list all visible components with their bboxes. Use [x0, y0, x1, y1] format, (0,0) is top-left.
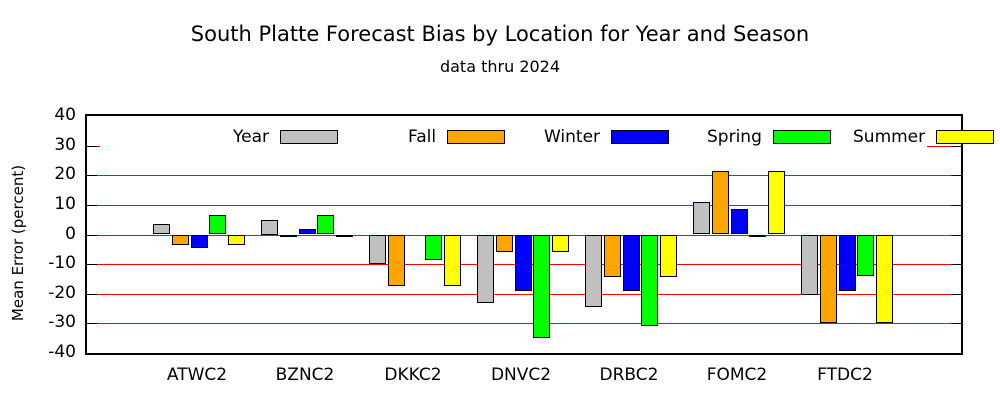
y-tick-mark: [87, 293, 97, 295]
y-tick-mark: [87, 175, 97, 177]
y-tick-mark: [951, 204, 961, 206]
plot-area: Year Fall Winter Spring Summer: [85, 114, 995, 355]
bar-summer-dnvc2: [551, 234, 569, 253]
bar-winter-fomc2: [730, 209, 748, 235]
bar-winter-ftdc2: [838, 234, 856, 291]
bar-fall-fomc2: [711, 170, 729, 235]
y-tick-mark: [87, 234, 97, 236]
legend-label-spring: Spring: [707, 127, 762, 147]
y-tick-mark: [951, 264, 961, 266]
y-tick-label--20: -20: [48, 282, 76, 303]
y-tick-label--10: -10: [48, 253, 76, 274]
bar-year-ftdc2: [801, 234, 819, 296]
bar-year-drbc2: [585, 234, 603, 308]
legend-swatch-summer: [936, 130, 995, 144]
y-tick-mark: [951, 293, 961, 295]
legend-item-year: Year: [233, 127, 338, 147]
bar-spring-fomc2: [749, 234, 767, 238]
bar-summer-ftdc2: [875, 234, 893, 324]
bar-summer-drbc2: [659, 234, 677, 278]
bar-winter-bznc2: [298, 228, 316, 235]
legend-label-summer: Summer: [853, 127, 926, 147]
legend-swatch-winter: [611, 130, 670, 144]
bar-fall-drbc2: [603, 234, 621, 278]
bar-summer-dkkc2: [443, 234, 461, 287]
bar-summer-bznc2: [335, 234, 353, 238]
bar-spring-atwc2: [209, 215, 227, 235]
bar-winter-atwc2: [190, 234, 208, 248]
chart-title: South Platte Forecast Bias by Location f…: [190, 22, 810, 46]
y-tick-label-30: 30: [54, 134, 76, 155]
bar-fall-dnvc2: [495, 234, 513, 253]
x-tick-label-dkkc2: DKKC2: [384, 365, 442, 385]
legend-swatch-year: [280, 130, 338, 144]
y-tick-mark: [87, 323, 97, 325]
legend-label-winter: Winter: [544, 127, 601, 147]
bar-spring-bznc2: [317, 215, 335, 235]
y-tick-mark: [87, 145, 97, 147]
y-tick-label--30: -30: [48, 312, 76, 333]
bar-fall-dkkc2: [387, 234, 405, 287]
y-tick-mark: [951, 234, 961, 236]
bar-summer-fomc2: [767, 170, 785, 235]
legend-item-spring: Spring: [707, 127, 831, 147]
y-tick-label-40: 40: [54, 105, 76, 125]
legend-item-summer: Summer: [853, 127, 995, 147]
bar-winter-dnvc2: [514, 234, 532, 291]
legend-item-winter: Winter: [544, 127, 670, 147]
bar-year-atwc2: [153, 224, 171, 235]
y-tick-mark: [951, 175, 961, 177]
legend-swatch-spring: [772, 130, 831, 144]
legend-swatch-fall: [447, 130, 506, 144]
bar-fall-atwc2: [171, 234, 189, 245]
bar-year-dnvc2: [477, 234, 495, 303]
bar-year-bznc2: [261, 219, 279, 235]
x-tick-label-ftdc2: FTDC2: [817, 365, 873, 385]
gridline-y-10: [97, 204, 951, 206]
y-tick-mark: [951, 323, 961, 325]
bar-fall-bznc2: [279, 234, 297, 238]
x-tick-label-drbc2: DRBC2: [599, 365, 659, 385]
bar-year-dkkc2: [369, 234, 387, 265]
y-tick-label-10: 10: [54, 193, 76, 214]
y-tick-mark: [87, 264, 97, 266]
bar-fall-ftdc2: [819, 234, 837, 324]
y-tick-label--40: -40: [48, 342, 76, 362]
legend-label-fall: Fall: [408, 127, 437, 147]
chart-subtitle: data thru 2024: [439, 57, 561, 76]
gridline-y--30: [97, 323, 951, 325]
legend-item-fall: Fall: [408, 127, 506, 147]
x-tick-label-dnvc2: DNVC2: [490, 365, 552, 385]
x-tick-label-atwc2: ATWC2: [166, 365, 228, 385]
bar-summer-atwc2: [227, 234, 245, 245]
y-tick-label-0: 0: [65, 223, 76, 244]
y-tick-label-20: 20: [54, 164, 76, 185]
y-tick-mark: [951, 145, 961, 147]
y-tick-mark: [87, 204, 97, 206]
bar-spring-dnvc2: [533, 234, 551, 339]
bar-winter-drbc2: [622, 234, 640, 291]
bar-spring-ftdc2: [857, 234, 875, 276]
bar-year-fomc2: [693, 201, 711, 235]
gridline-y-20: [97, 175, 951, 177]
bar-spring-drbc2: [641, 234, 659, 327]
gridline-y--20: [97, 293, 951, 295]
bar-spring-dkkc2: [425, 234, 443, 260]
x-tick-label-bznc2: BZNC2: [275, 365, 335, 385]
x-tick-label-fomc2: FOMC2: [706, 365, 768, 385]
legend-label-year: Year: [233, 127, 269, 147]
